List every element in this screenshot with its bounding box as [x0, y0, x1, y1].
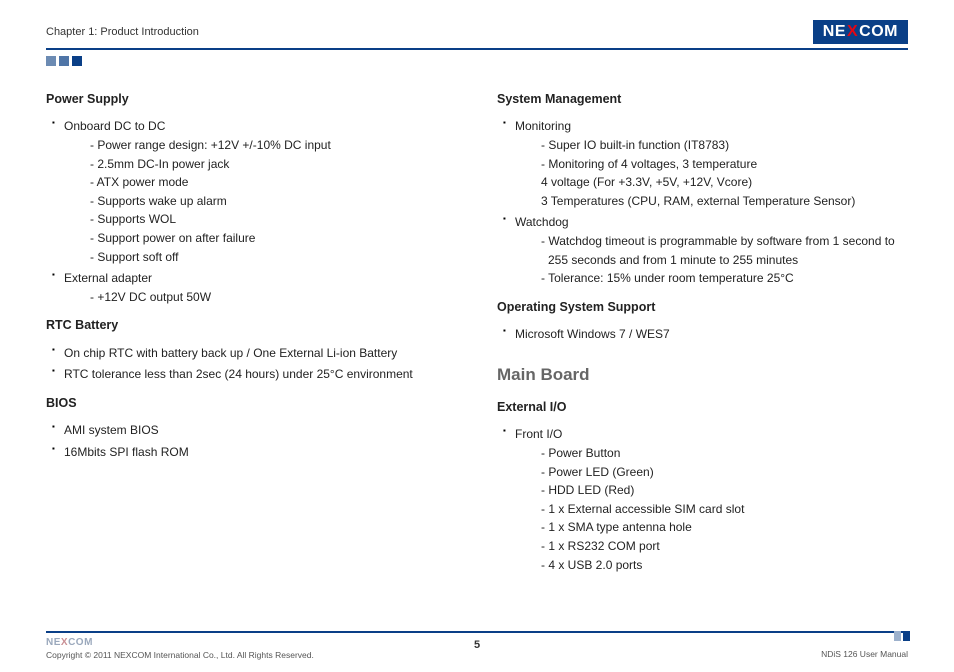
external-io-list: Front I/O - Power Button - Power LED (Gr…	[497, 425, 908, 574]
item-text: Onboard DC to DC	[64, 119, 165, 133]
list-item: Watchdog - Watchdog timeout is programma…	[503, 213, 908, 287]
list-item: AMI system BIOS	[52, 421, 457, 440]
logo-text-x: X	[847, 23, 858, 41]
nexcom-logo: NEXCOM	[813, 20, 908, 44]
footer-logo-pre: NE	[46, 637, 61, 648]
section-title-power-supply: Power Supply	[46, 90, 457, 109]
sub-list: - Super IO built-in function (IT8783) - …	[515, 136, 908, 173]
logo-text-post: COM	[859, 23, 898, 41]
sub-list: - +12V DC output 50W	[64, 288, 457, 307]
sub-item: - Support soft off	[90, 248, 457, 267]
left-column: Power Supply Onboard DC to DC - Power ra…	[46, 90, 457, 621]
section-title-os: Operating System Support	[497, 298, 908, 317]
list-item: Onboard DC to DC - Power range design: +…	[52, 117, 457, 266]
square-icon	[46, 56, 56, 66]
sub-item: - Power Button	[541, 444, 908, 463]
section-title-rtc: RTC Battery	[46, 316, 457, 335]
sub-item: - Support power on after failure	[90, 229, 457, 248]
copyright-text: Copyright © 2011 NEXCOM International Co…	[46, 650, 314, 660]
page-header: Chapter 1: Product Introduction NEXCOM	[46, 20, 908, 50]
page-footer: NEXCOM Copyright © 2011 NEXCOM Internati…	[46, 631, 908, 672]
sub-item: - Supports WOL	[90, 210, 457, 229]
sub-item: - Supports wake up alarm	[90, 192, 457, 211]
block-icon	[894, 631, 901, 641]
footer-logo: NEXCOM	[46, 637, 314, 648]
sub-item: 3 Temperatures (CPU, RAM, external Tempe…	[541, 192, 908, 211]
sub-item: - Power range design: +12V +/-10% DC inp…	[90, 136, 457, 155]
list-item: Microsoft Windows 7 / WES7	[503, 325, 908, 344]
list-item: Front I/O - Power Button - Power LED (Gr…	[503, 425, 908, 574]
sub-item: - Tolerance: 15% under room temperature …	[541, 269, 908, 288]
main-board-heading: Main Board	[497, 362, 908, 388]
footer-logo-post: COM	[68, 637, 93, 648]
sub-item: - Super IO built-in function (IT8783)	[541, 136, 908, 155]
item-text: Front I/O	[515, 427, 562, 441]
sub-list: - Power Button - Power LED (Green) - HDD…	[515, 444, 908, 574]
list-item: RTC tolerance less than 2sec (24 hours) …	[52, 365, 457, 384]
sub-list: - Watchdog timeout is programmable by so…	[515, 232, 908, 288]
sub-item: - Watchdog timeout is programmable by so…	[541, 232, 908, 269]
sub-list-plain: 4 voltage (For +3.3V, +5V, +12V, Vcore) …	[515, 173, 908, 210]
os-list: Microsoft Windows 7 / WES7	[497, 325, 908, 344]
footer-end-blocks	[894, 631, 910, 641]
list-item: Monitoring - Super IO built-in function …	[503, 117, 908, 210]
sub-item: 4 voltage (For +3.3V, +5V, +12V, Vcore)	[541, 173, 908, 192]
sub-item: - HDD LED (Red)	[541, 481, 908, 500]
list-item: External adapter - +12V DC output 50W	[52, 269, 457, 306]
sub-list: - Power range design: +12V +/-10% DC inp…	[64, 136, 457, 266]
section-title-external-io: External I/O	[497, 398, 908, 417]
sub-item: - 2.5mm DC-In power jack	[90, 155, 457, 174]
item-text: External adapter	[64, 271, 152, 285]
item-text: Watchdog	[515, 215, 569, 229]
sub-item: - 1 x External accessible SIM card slot	[541, 500, 908, 519]
right-column: System Management Monitoring - Super IO …	[497, 90, 908, 621]
footer-logo-x: X	[61, 637, 68, 648]
list-item: 16Mbits SPI flash ROM	[52, 443, 457, 462]
sub-item: - +12V DC output 50W	[90, 288, 457, 307]
sub-item: - ATX power mode	[90, 173, 457, 192]
decorative-squares	[46, 56, 908, 66]
item-text: Monitoring	[515, 119, 571, 133]
rtc-list: On chip RTC with battery back up / One E…	[46, 344, 457, 384]
sub-item: - Power LED (Green)	[541, 463, 908, 482]
chapter-title: Chapter 1: Product Introduction	[46, 26, 199, 38]
bios-list: AMI system BIOS 16Mbits SPI flash ROM	[46, 421, 457, 461]
list-item: On chip RTC with battery back up / One E…	[52, 344, 457, 363]
sub-item: - Monitoring of 4 voltages, 3 temperatur…	[541, 155, 908, 174]
content-columns: Power Supply Onboard DC to DC - Power ra…	[46, 90, 908, 621]
page-number: 5	[474, 639, 480, 651]
sub-item: - 1 x RS232 COM port	[541, 537, 908, 556]
system-management-list: Monitoring - Super IO built-in function …	[497, 117, 908, 287]
logo-text-pre: NE	[823, 23, 846, 41]
square-icon	[72, 56, 82, 66]
square-icon	[59, 56, 69, 66]
power-supply-list: Onboard DC to DC - Power range design: +…	[46, 117, 457, 306]
block-icon	[903, 631, 910, 641]
sub-item: - 4 x USB 2.0 ports	[541, 556, 908, 575]
section-title-bios: BIOS	[46, 394, 457, 413]
section-title-system-management: System Management	[497, 90, 908, 109]
sub-item: - 1 x SMA type antenna hole	[541, 518, 908, 537]
footer-left: NEXCOM Copyright © 2011 NEXCOM Internati…	[46, 637, 314, 660]
